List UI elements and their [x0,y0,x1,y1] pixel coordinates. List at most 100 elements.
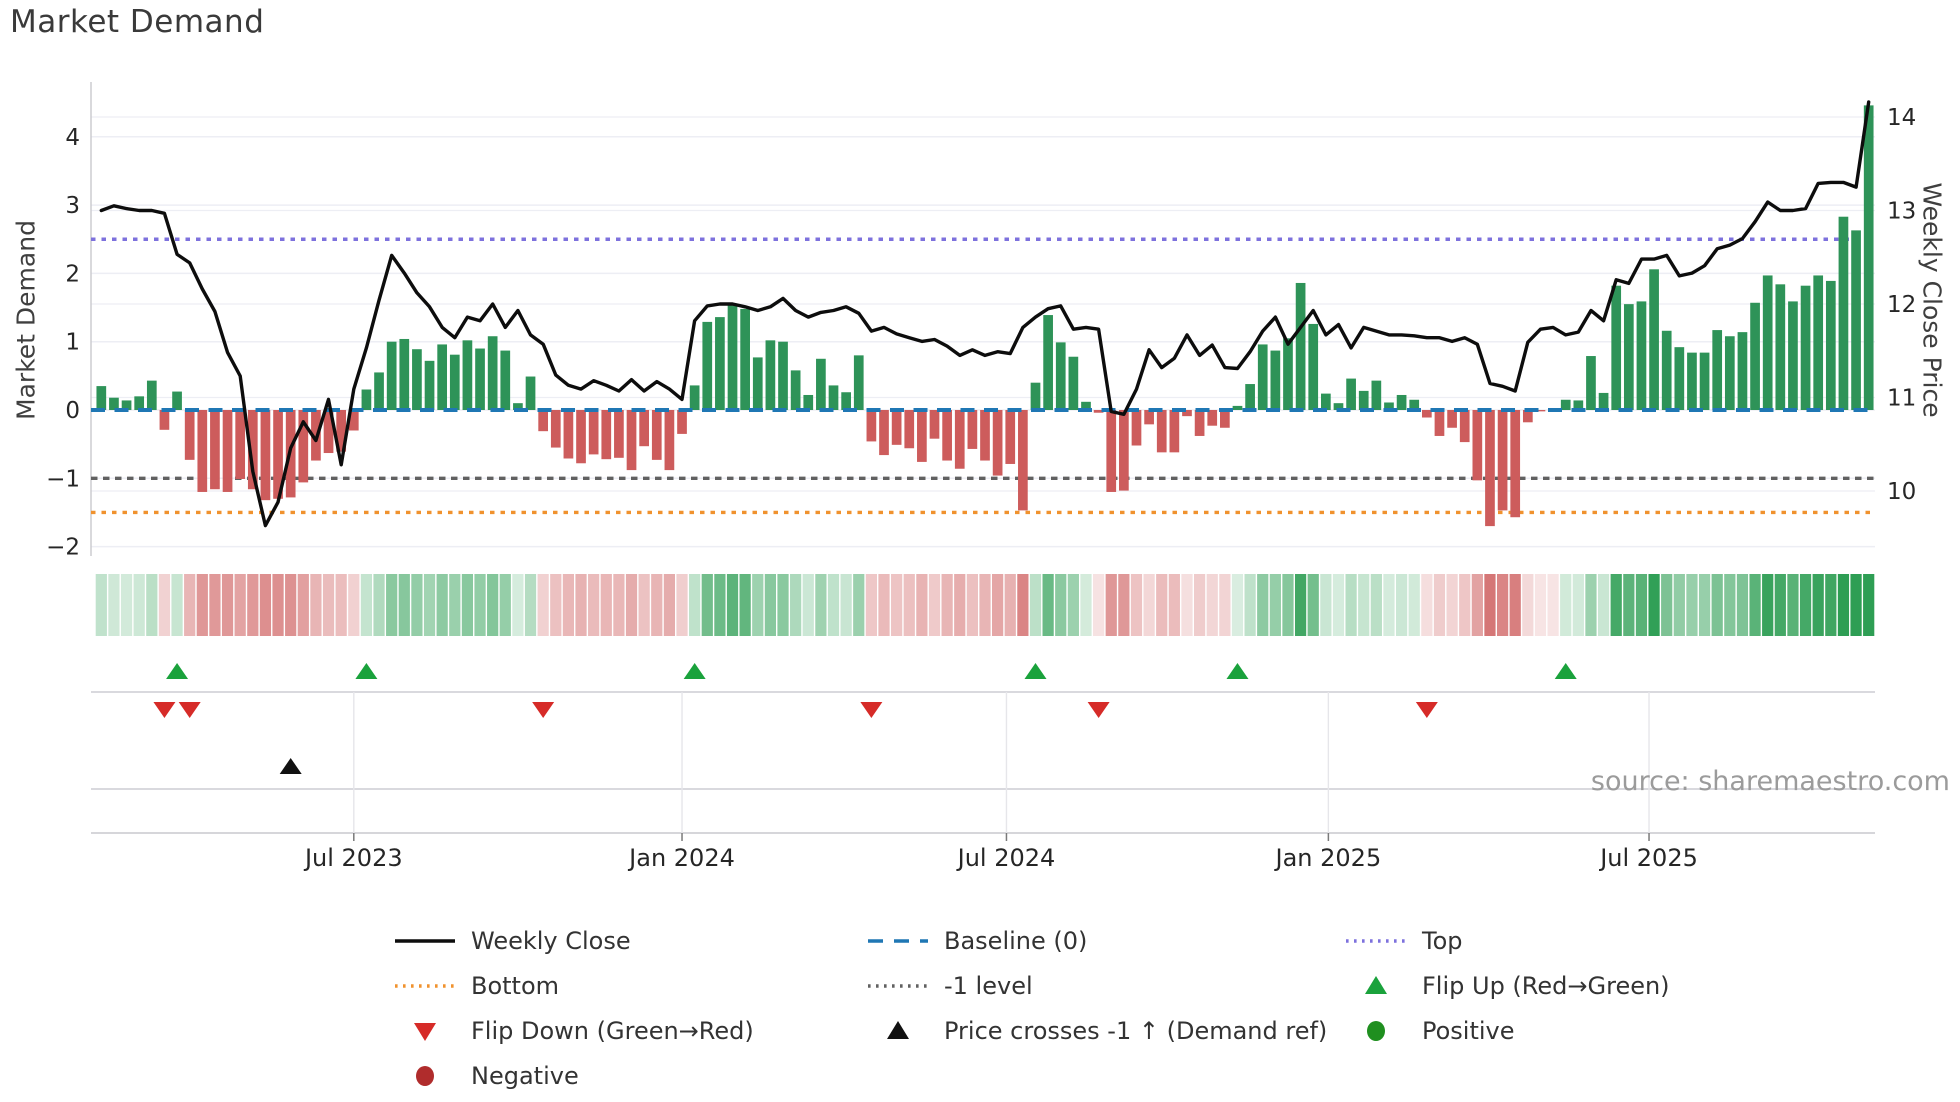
heatmap-cell [1370,574,1382,636]
heatmap-cell [575,574,587,636]
demand-bar [462,340,473,410]
heatmap-cell [625,574,638,636]
heatmap-cell [310,574,322,636]
dashed-legend-icon [868,939,928,943]
heatmap-cell [966,574,978,636]
demand-bar [1081,401,1091,410]
heatmap-cell [689,574,701,636]
heatmap-cell [272,574,284,636]
demand-bar [601,410,612,460]
heatmap-cell [1244,574,1256,636]
heatmap-cell [461,574,474,636]
heatmap-cell [1446,574,1458,636]
heatmap-cell [1395,574,1408,636]
heatmap-cell [865,574,877,636]
heatmap-cell [537,574,549,636]
heatmap-cell [1585,574,1597,636]
demand-bar [500,350,511,410]
demand-bar [1863,105,1874,410]
demand-bar [841,392,851,410]
demand-bar [1661,330,1672,410]
legend-label: Flip Down (Green→Red) [471,1017,754,1045]
demand-bar [1447,410,1457,428]
svg-text:−1: −1 [46,466,80,492]
heatmap-cell [638,574,650,636]
heatmap-cell [247,574,259,636]
demand-bar [1434,410,1445,436]
heatmap-cell [790,574,802,636]
heatmap-cell [1143,574,1155,636]
heatmap-cell [1459,574,1471,636]
flip-down-marker [178,702,201,718]
heatmap-cell [1837,574,1850,636]
heatmap-cell [1017,574,1029,636]
price-cross-markers [279,758,302,774]
demand-bar [1560,399,1571,410]
heatmap-cell [1080,574,1092,636]
svg-text:1: 1 [65,330,80,356]
heatmap-cell [1193,574,1206,636]
reference-lines [91,237,1875,515]
heatmap-cell [651,574,663,636]
legend-label: -1 level [944,972,1033,1000]
demand-bar [1346,378,1356,410]
flip-down-marker [860,702,883,718]
demand-bar [891,410,902,445]
heatmap-cell [802,574,814,636]
demand-bar [1421,410,1432,418]
heatmap-cell [322,574,335,636]
heatmap-cell [992,574,1004,636]
heatmap-cell [285,574,297,636]
demand-bar [184,410,195,460]
heatmap-cell [1042,574,1054,636]
heatmap-cell [777,574,789,636]
line-legend-icon [395,939,455,943]
demand-bar [1384,402,1394,410]
heatmap-cell [1282,574,1294,636]
heatmap-cell [1572,574,1584,636]
demand-bar [1030,382,1041,410]
legend-label: Bottom [471,972,560,1000]
demand-bar [437,344,448,410]
legend-item-negative: Negative [393,1060,579,1092]
demand-bar [828,385,839,410]
heatmap-cell [979,574,991,636]
heatmap-cell [411,574,423,636]
demand-bar [449,354,460,410]
heatmap-cell [95,574,107,636]
legend-item-1-level: -1 level [866,970,1033,1002]
demand-bar [1182,410,1192,417]
heatmap-cell [512,574,524,636]
heatmap-cell [234,574,246,636]
demand-bar [1220,410,1230,428]
demand-bar [1169,410,1180,453]
demand-bar [1043,315,1053,410]
demand-bar [172,391,182,410]
flip-down-marker [153,702,176,718]
heatmap-cell [676,574,688,636]
demand-bar [1232,405,1243,410]
flip-up-marker [1554,663,1577,679]
heatmap-cell [663,574,676,636]
demand-bar [1321,393,1331,410]
demand-bar [614,410,624,458]
demand-bar [550,410,561,448]
demand-bar [1245,384,1255,410]
demand-bar [689,385,700,410]
heatmap-cell [1635,574,1648,636]
heatmap-cell [386,574,398,636]
main-gridlines [90,82,1875,556]
flip-down-markers [153,702,1438,718]
demand-bar [803,394,814,410]
demand-bar [715,317,725,410]
demand-bar [1687,352,1697,410]
heatmap-cell [588,574,600,636]
demand-bar [1586,356,1596,410]
heatmap-cell [1736,574,1749,636]
legend-item-baseline-0: Baseline (0) [866,925,1087,957]
demand-bar [1775,284,1786,410]
heatmap-cell [1787,574,1799,636]
demand-bar [752,357,763,410]
heatmap-cell [449,574,461,636]
